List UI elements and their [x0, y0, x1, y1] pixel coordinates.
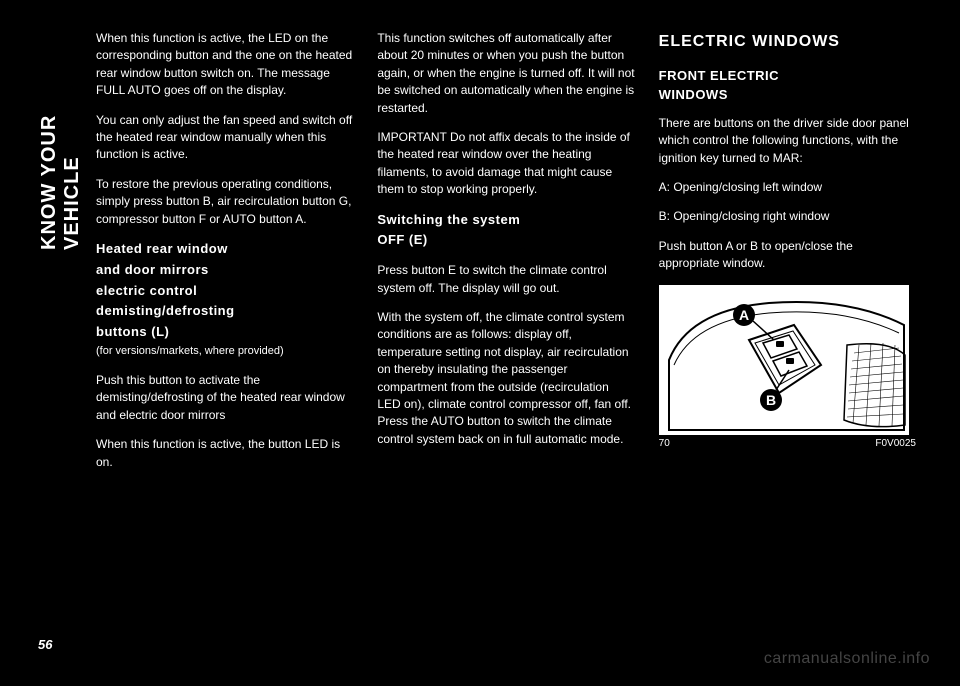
col3-ft-l1: FRONT ELECTRIC	[659, 67, 916, 86]
col1-p1: When this function is active, the LED on…	[96, 30, 353, 100]
col3-front-title: FRONT ELECTRIC WINDOWS	[659, 67, 916, 105]
col2-p1: This function switches off automatically…	[377, 30, 634, 117]
col2-h1-l1: Switching the system	[377, 211, 634, 230]
sidebar-label: KNOW YOUR VEHICLE	[38, 30, 84, 250]
figure-label-a: A	[739, 307, 749, 323]
col2-subhead: Switching the system OFF (E)	[377, 211, 634, 251]
col1-h1-l5: buttons (L)	[96, 323, 353, 342]
column-2: This function switches off automatically…	[377, 30, 634, 483]
col3-ft-l2: WINDOWS	[659, 86, 916, 105]
page-number: 56	[38, 637, 52, 652]
col3-pb: B: Opening/closing right window	[659, 208, 916, 225]
sidebar-tab: KNOW YOUR VEHICLE	[38, 30, 74, 250]
col1-h1-note: (for versions/markets, where provided)	[96, 344, 353, 360]
col1-p5: When this function is active, the button…	[96, 436, 353, 471]
col3-p2: Push button A or B to open/close the app…	[659, 238, 916, 273]
figure-number: 70	[659, 437, 670, 452]
footer-watermark: carmanualsonline.info	[764, 650, 930, 668]
figure-70: A B 70 F0V0025	[659, 285, 916, 452]
col1-subhead: Heated rear window and door mirrors elec…	[96, 240, 353, 360]
col1-p3: To restore the previous operating condit…	[96, 176, 353, 228]
col1-h1-l4: demisting/defrosting	[96, 302, 353, 321]
col1-h1-l1: Heated rear window	[96, 240, 353, 259]
figure-caption: 70 F0V0025	[659, 437, 916, 452]
col3-pa: A: Opening/closing left window	[659, 179, 916, 196]
col2-p4: With the system off, the climate control…	[377, 309, 634, 448]
col3-title: ELECTRIC WINDOWS	[659, 30, 916, 53]
figure-code: F0V0025	[875, 437, 916, 452]
window-controls-diagram: A B	[659, 285, 909, 435]
column-1: When this function is active, the LED on…	[96, 30, 353, 483]
col3-p1: There are buttons on the driver side doo…	[659, 115, 916, 167]
content-columns: When this function is active, the LED on…	[96, 30, 916, 483]
col1-p2: You can only adjust the fan speed and sw…	[96, 112, 353, 164]
col2-p2: IMPORTANT Do not affix decals to the ins…	[377, 129, 634, 199]
col2-p3: Press button E to switch the climate con…	[377, 262, 634, 297]
col1-h1-l3: electric control	[96, 282, 353, 301]
col1-p4: Push this button to activate the demisti…	[96, 372, 353, 424]
col2-h1-l2: OFF (E)	[377, 231, 634, 250]
column-3: ELECTRIC WINDOWS FRONT ELECTRIC WINDOWS …	[659, 30, 916, 483]
figure-label-b: B	[766, 392, 776, 408]
col1-h1-l2: and door mirrors	[96, 261, 353, 280]
